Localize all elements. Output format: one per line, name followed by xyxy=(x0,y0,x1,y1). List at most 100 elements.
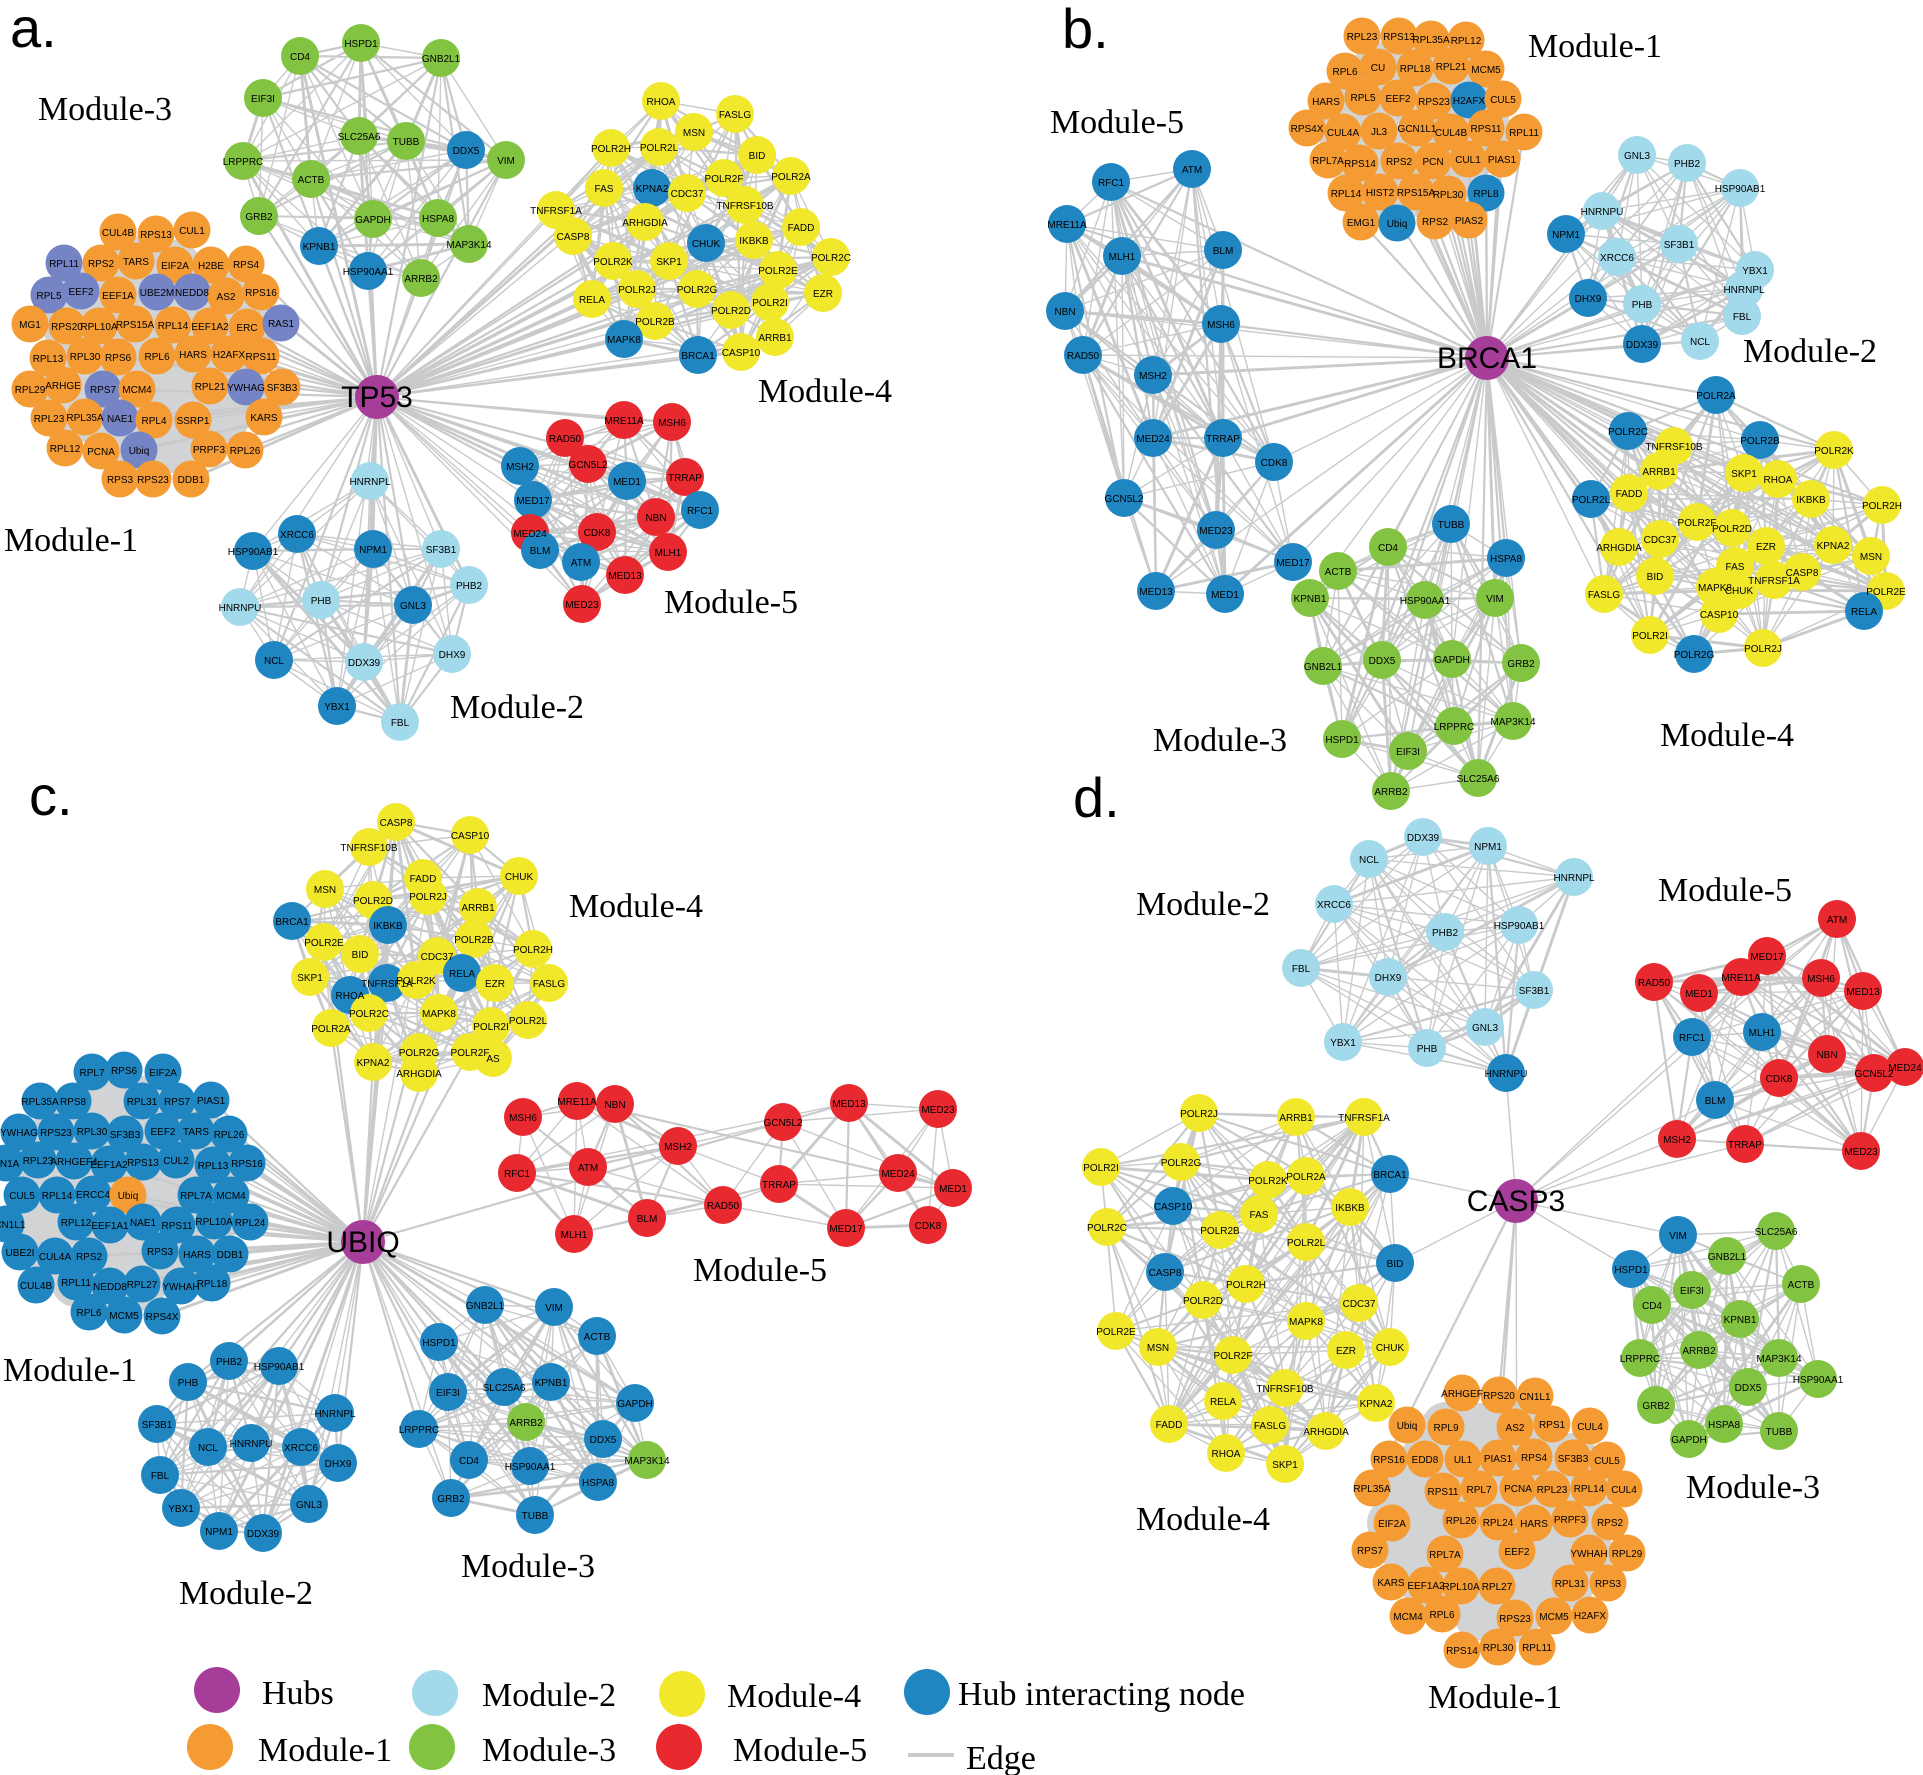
svg-text:RPL35A: RPL35A xyxy=(1412,35,1450,46)
svg-text:RPS4: RPS4 xyxy=(233,260,260,271)
svg-text:CD4: CD4 xyxy=(459,1456,479,1467)
svg-text:TRRAP: TRRAP xyxy=(1206,434,1240,445)
svg-text:RPL23: RPL23 xyxy=(1347,32,1378,43)
svg-text:HSPA8: HSPA8 xyxy=(1708,1420,1740,1431)
svg-text:RPL6: RPL6 xyxy=(144,352,169,363)
svg-text:RPL30: RPL30 xyxy=(1433,190,1464,201)
svg-text:POLR2J: POLR2J xyxy=(618,285,656,296)
svg-text:EEF1A2: EEF1A2 xyxy=(191,322,229,333)
svg-text:LRPPRC: LRPPRC xyxy=(1620,1354,1661,1365)
svg-text:Module-5: Module-5 xyxy=(1658,872,1792,909)
svg-text:RPL9: RPL9 xyxy=(1433,1423,1458,1434)
svg-text:RPS2: RPS2 xyxy=(88,259,115,270)
svg-text:RFC1: RFC1 xyxy=(1679,1033,1706,1044)
svg-text:TUBB: TUBB xyxy=(393,137,420,148)
svg-text:NAE1: NAE1 xyxy=(107,414,134,425)
svg-text:Ubiq: Ubiq xyxy=(129,446,150,457)
svg-text:EEF2: EEF2 xyxy=(68,287,93,298)
svg-text:POLR2G: POLR2G xyxy=(1161,1158,1202,1169)
svg-text:POLR2C: POLR2C xyxy=(1608,427,1648,438)
svg-text:ARHGDIA: ARHGDIA xyxy=(1303,1427,1349,1438)
svg-text:EIF3I: EIF3I xyxy=(251,94,275,105)
svg-text:Module-4: Module-4 xyxy=(1136,1501,1270,1538)
svg-text:CD4: CD4 xyxy=(1378,543,1398,554)
svg-text:ARRB2: ARRB2 xyxy=(404,274,438,285)
svg-text:HARS: HARS xyxy=(179,350,207,361)
svg-text:POLR2L: POLR2L xyxy=(509,1016,548,1027)
svg-text:RPL27: RPL27 xyxy=(1482,1582,1513,1593)
svg-text:FBL: FBL xyxy=(1292,964,1311,975)
svg-text:CUL4: CUL4 xyxy=(1611,1485,1637,1496)
svg-text:DDB1: DDB1 xyxy=(217,1250,244,1261)
svg-text:RPL7A: RPL7A xyxy=(1429,1550,1461,1561)
svg-text:HNRNPL: HNRNPL xyxy=(1723,285,1765,296)
svg-text:NBN: NBN xyxy=(604,1100,625,1111)
svg-text:HNRNPU: HNRNPU xyxy=(1581,207,1624,218)
svg-text:AS2: AS2 xyxy=(1506,1423,1525,1434)
svg-text:RPL23: RPL23 xyxy=(1537,1485,1568,1496)
svg-text:Hubs: Hubs xyxy=(262,1675,334,1712)
svg-text:POLR2I: POLR2I xyxy=(473,1022,509,1033)
svg-text:PHB2: PHB2 xyxy=(1674,159,1701,170)
svg-text:RPL4: RPL4 xyxy=(141,416,166,427)
svg-text:RPL31: RPL31 xyxy=(1555,1579,1586,1590)
svg-text:Module-1: Module-1 xyxy=(258,1732,392,1769)
svg-text:Module-3: Module-3 xyxy=(38,91,172,128)
svg-text:CDC37: CDC37 xyxy=(671,189,704,200)
svg-text:MSH6: MSH6 xyxy=(1207,320,1235,331)
svg-text:POLR2D: POLR2D xyxy=(711,306,751,317)
svg-text:ARHGDIA: ARHGDIA xyxy=(622,218,668,229)
svg-text:NAE1: NAE1 xyxy=(130,1218,157,1229)
svg-text:EEF2: EEF2 xyxy=(1504,1547,1529,1558)
svg-text:HSP90AB1: HSP90AB1 xyxy=(1494,921,1545,932)
svg-text:RPS15A: RPS15A xyxy=(1397,188,1436,199)
svg-text:HSP90AB1: HSP90AB1 xyxy=(254,1362,305,1373)
svg-text:H2AFX: H2AFX xyxy=(1574,1611,1607,1622)
svg-text:PHB: PHB xyxy=(311,596,332,607)
svg-text:TNFRSF10B: TNFRSF10B xyxy=(1645,442,1703,453)
svg-text:Module-1: Module-1 xyxy=(1528,28,1662,65)
svg-text:b.: b. xyxy=(1062,0,1109,60)
svg-text:HSPD1: HSPD1 xyxy=(1325,735,1359,746)
svg-text:RPS11: RPS11 xyxy=(162,1221,193,1232)
svg-text:KARS: KARS xyxy=(1377,1578,1405,1589)
svg-text:RELA: RELA xyxy=(449,969,475,980)
svg-text:POLR2G: POLR2G xyxy=(677,285,718,296)
svg-text:JL3: JL3 xyxy=(1371,127,1388,138)
svg-text:GCN5L2: GCN5L2 xyxy=(1105,494,1144,505)
svg-text:MED23: MED23 xyxy=(565,600,599,611)
svg-text:RPL14: RPL14 xyxy=(1574,1484,1605,1495)
svg-text:POLR2I: POLR2I xyxy=(752,298,788,309)
svg-text:MLH1: MLH1 xyxy=(561,1230,588,1241)
svg-text:RPS23: RPS23 xyxy=(1418,97,1450,108)
svg-text:MCM4: MCM4 xyxy=(216,1191,246,1202)
svg-text:HSPD1: HSPD1 xyxy=(1614,1265,1648,1276)
svg-text:MLH1: MLH1 xyxy=(655,548,682,559)
svg-text:SF3B1: SF3B1 xyxy=(426,545,457,556)
svg-text:POLR2K: POLR2K xyxy=(1814,446,1854,457)
svg-text:Edge: Edge xyxy=(966,1740,1036,1775)
svg-text:LRPPRC: LRPPRC xyxy=(223,157,264,168)
svg-text:CUL1: CUL1 xyxy=(179,226,205,237)
svg-text:RPS11: RPS11 xyxy=(246,352,277,363)
svg-text:POLR2F: POLR2F xyxy=(1678,518,1717,529)
svg-text:RPL5: RPL5 xyxy=(1350,93,1375,104)
svg-text:POLR2H: POLR2H xyxy=(513,945,553,956)
svg-text:Module-3: Module-3 xyxy=(461,1548,595,1585)
svg-text:Module-3: Module-3 xyxy=(1153,722,1287,759)
svg-text:RAD50: RAD50 xyxy=(549,434,582,445)
svg-text:POLR2E: POLR2E xyxy=(1866,587,1906,598)
svg-text:SF3B3: SF3B3 xyxy=(110,1130,141,1141)
svg-text:TRRAP: TRRAP xyxy=(668,473,702,484)
svg-text:ATM: ATM xyxy=(578,1163,598,1174)
svg-text:MAPK8: MAPK8 xyxy=(422,1009,456,1020)
svg-text:RPL11: RPL11 xyxy=(1509,128,1539,139)
svg-text:RPS7: RPS7 xyxy=(1357,1546,1384,1557)
svg-text:HIST2: HIST2 xyxy=(1366,188,1395,199)
svg-text:RPS13: RPS13 xyxy=(1383,32,1415,43)
svg-text:FADD: FADD xyxy=(1156,1420,1183,1431)
svg-text:VIM: VIM xyxy=(1486,594,1504,605)
svg-text:HSPD1: HSPD1 xyxy=(344,39,378,50)
svg-text:POLR2G: POLR2G xyxy=(399,1048,440,1059)
svg-text:TARS: TARS xyxy=(183,1127,209,1138)
